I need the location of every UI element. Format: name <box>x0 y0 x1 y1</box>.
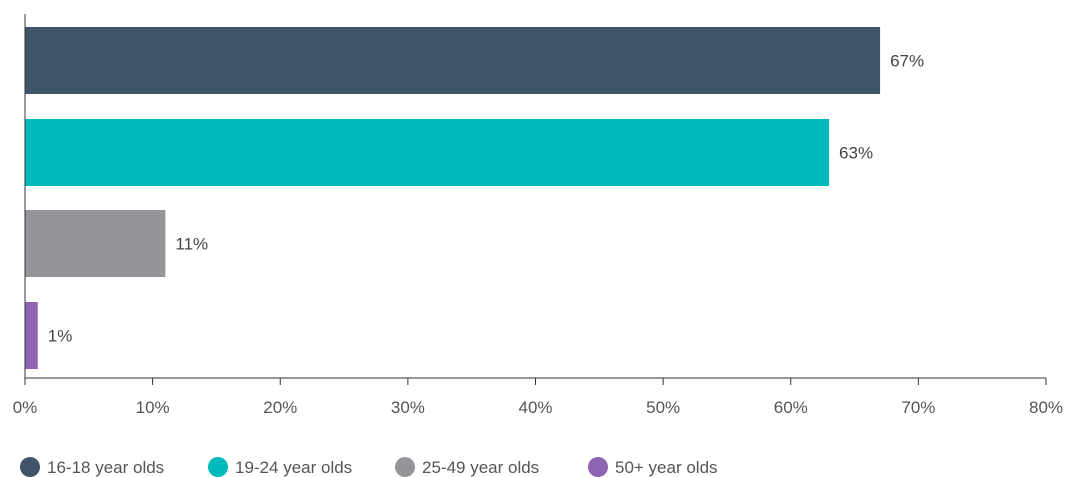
x-axis: 0% 10% 20% 30% 40% 50% 60% 70% 80% <box>13 14 1063 417</box>
legend-swatch-4 <box>588 457 608 477</box>
legend: 16-18 year olds 19-24 year olds 25-49 year… <box>20 457 718 477</box>
x-tick-label-4: 40% <box>518 398 552 417</box>
legend-label-4: 50+ year olds <box>615 458 718 477</box>
x-tick-label-7: 70% <box>901 398 935 417</box>
bar-3 <box>25 210 166 277</box>
legend-swatch-2 <box>208 457 228 477</box>
legend-label-2: 19-24 year olds <box>235 458 352 477</box>
x-tick-label-1: 10% <box>136 398 170 417</box>
x-tick-label-2: 20% <box>263 398 297 417</box>
data-label-1: 67% <box>890 52 924 71</box>
x-tick-label-0: 0% <box>13 398 38 417</box>
x-tick-label-3: 30% <box>391 398 425 417</box>
data-label-4: 1% <box>48 327 73 346</box>
legend-label-3: 25-49 year olds <box>422 458 539 477</box>
bars-layer: 67% 63% 11% 1% <box>25 27 924 369</box>
bar-1 <box>25 27 881 94</box>
bar-4 <box>25 302 38 369</box>
x-tick-label-5: 50% <box>646 398 680 417</box>
legend-label-1: 16-18 year olds <box>47 458 164 477</box>
x-tick-label-6: 60% <box>774 398 808 417</box>
legend-swatch-3 <box>395 457 415 477</box>
data-label-3: 11% <box>175 235 208 254</box>
legend-swatch-1 <box>20 457 40 477</box>
bar-2 <box>25 119 830 186</box>
x-tick-label-8: 80% <box>1029 398 1063 417</box>
data-label-2: 63% <box>839 144 873 163</box>
